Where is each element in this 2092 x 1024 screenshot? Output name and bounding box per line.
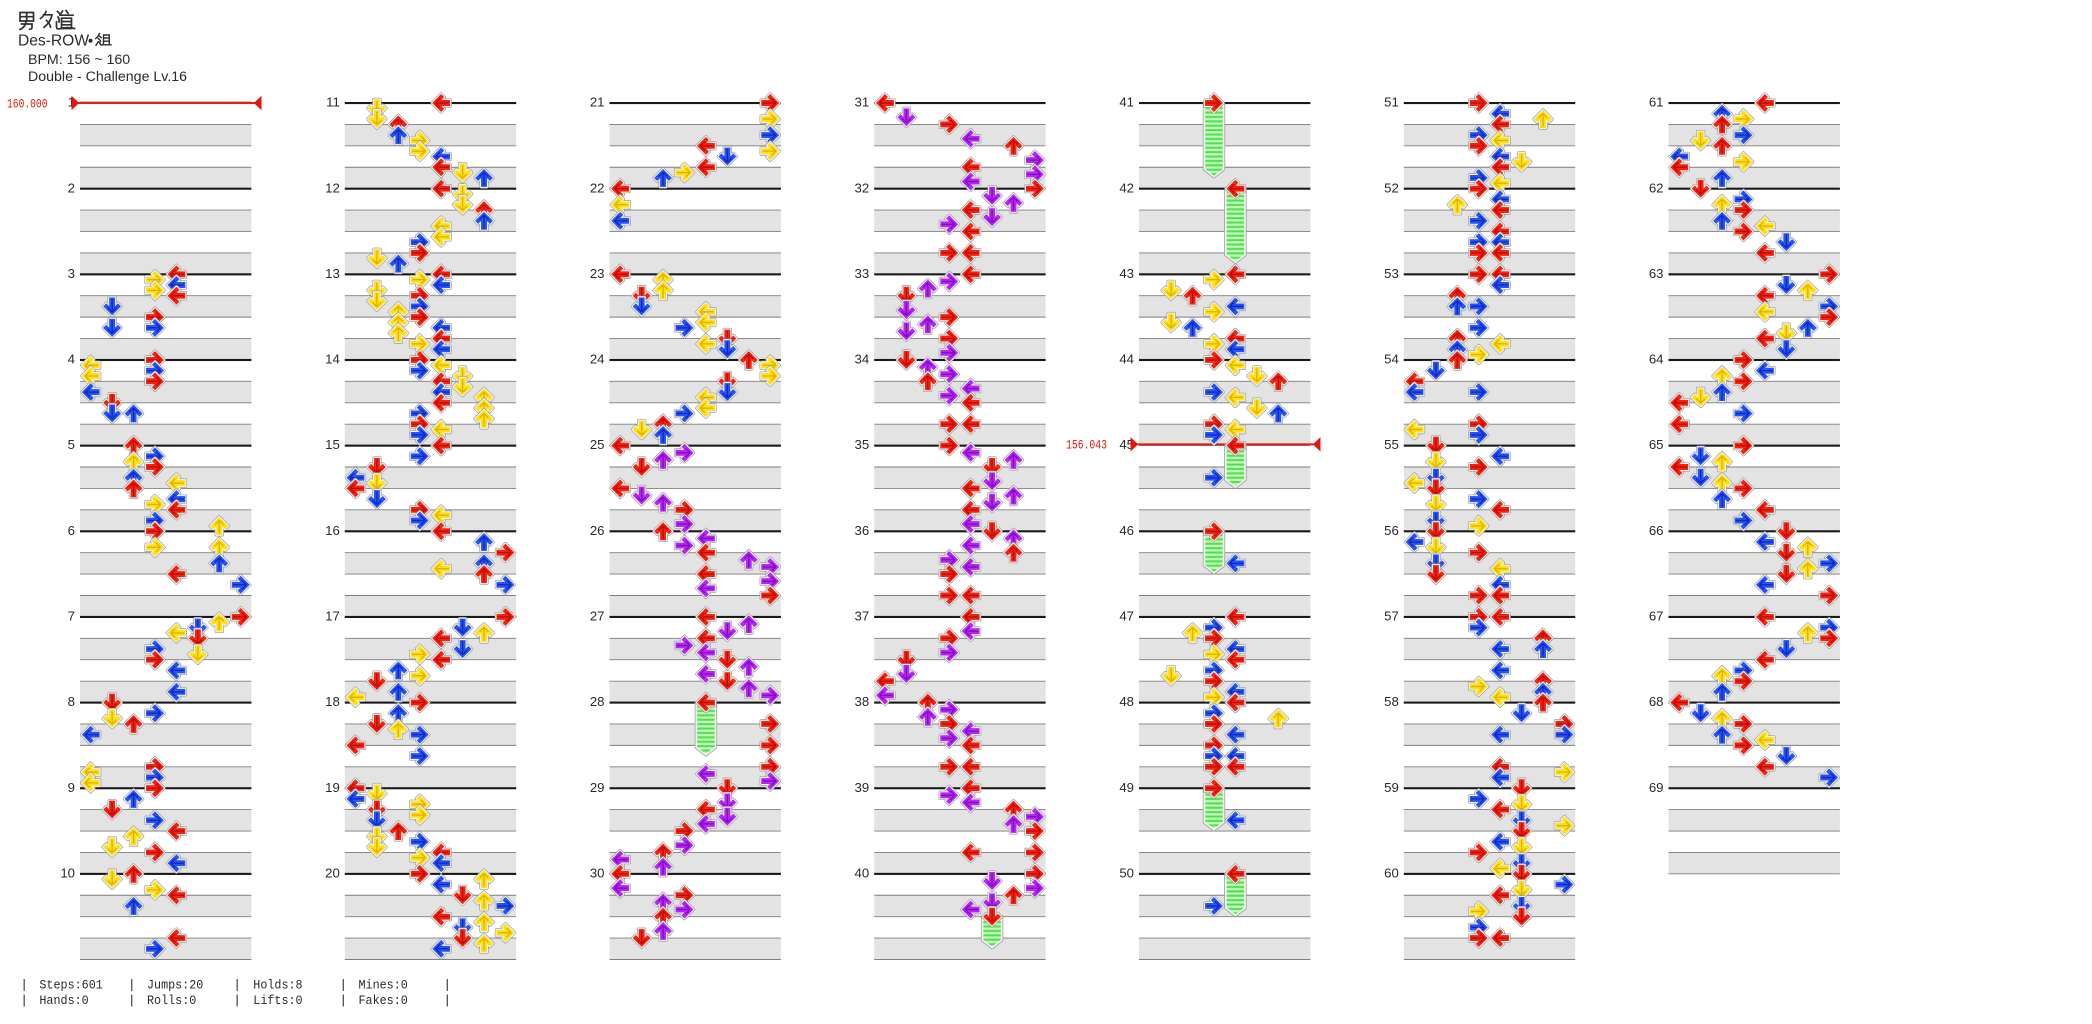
svg-text:53: 53 [1384,266,1399,281]
svg-text:50: 50 [1119,865,1134,880]
svg-text:51: 51 [1384,95,1399,110]
svg-text:3: 3 [68,266,75,281]
svg-text:|: | [233,993,241,1008]
svg-text:45: 45 [1119,437,1134,452]
svg-text:|: | [443,977,451,992]
svg-text:Lifts:0: Lifts:0 [253,993,302,1008]
svg-text:39: 39 [855,780,870,795]
svg-text:30: 30 [590,865,605,880]
svg-text:160.000: 160.000 [7,97,48,111]
svg-text:Hands:0: Hands:0 [39,993,88,1008]
svg-text:38: 38 [855,694,870,709]
svg-text:57: 57 [1384,609,1399,624]
svg-text:32: 32 [855,180,870,195]
svg-text:|: | [20,993,28,1008]
svg-text:29: 29 [590,780,605,795]
svg-text:Holds:8: Holds:8 [253,977,302,992]
svg-text:54: 54 [1384,352,1399,367]
svg-text:12: 12 [325,180,340,195]
svg-text:14: 14 [325,352,340,367]
svg-text:Steps:601: Steps:601 [39,977,103,992]
svg-text:20: 20 [325,865,340,880]
svg-text:56: 56 [1384,523,1399,538]
svg-text:Jumps:20: Jumps:20 [147,977,203,992]
svg-text:18: 18 [325,694,340,709]
svg-text:52: 52 [1384,180,1399,195]
svg-text:11: 11 [326,95,340,110]
svg-text:15: 15 [325,437,340,452]
svg-text:|: | [20,977,28,992]
svg-text:31: 31 [855,95,870,110]
svg-text:55: 55 [1384,437,1399,452]
svg-text:22: 22 [590,180,605,195]
svg-text:58: 58 [1384,694,1399,709]
svg-text:5: 5 [68,437,75,452]
svg-text:25: 25 [590,437,605,452]
svg-text:44: 44 [1119,352,1134,367]
svg-text:Double - Challenge Lv.16: Double - Challenge Lv.16 [28,69,187,85]
svg-text:BPM: 156 ~ 160: BPM: 156 ~ 160 [28,52,130,68]
svg-text:59: 59 [1384,780,1399,795]
svg-text:Mines:0: Mines:0 [359,977,408,992]
svg-text:64: 64 [1649,352,1664,367]
svg-text:63: 63 [1649,266,1664,281]
svg-text:19: 19 [325,780,340,795]
svg-text:36: 36 [855,523,870,538]
svg-text:2: 2 [68,180,75,195]
svg-text:46: 46 [1119,523,1134,538]
svg-text:47: 47 [1119,609,1134,624]
svg-text:7: 7 [68,609,75,624]
svg-text:24: 24 [590,352,605,367]
svg-text:28: 28 [590,694,605,709]
svg-text:|: | [443,993,451,1008]
svg-text:Fakes:0: Fakes:0 [359,993,408,1008]
svg-text:61: 61 [1649,95,1664,110]
svg-text:48: 48 [1119,694,1134,709]
svg-text:27: 27 [590,609,605,624]
svg-text:Rolls:0: Rolls:0 [147,993,196,1008]
svg-text:67: 67 [1649,609,1664,624]
svg-text:40: 40 [855,865,870,880]
svg-text:66: 66 [1649,523,1664,538]
svg-text:41: 41 [1119,95,1134,110]
svg-text:65: 65 [1649,437,1664,452]
svg-text:Des-ROW: Des-ROW [18,32,89,49]
svg-text:35: 35 [855,437,870,452]
svg-text:|: | [128,977,136,992]
svg-text:62: 62 [1649,180,1664,195]
svg-text:|: | [128,993,136,1008]
svg-text:68: 68 [1649,694,1664,709]
svg-text:49: 49 [1119,780,1134,795]
svg-text:33: 33 [855,266,870,281]
svg-text:26: 26 [590,523,605,538]
svg-text:17: 17 [325,609,340,624]
svg-text:60: 60 [1384,865,1399,880]
svg-text:1: 1 [68,95,75,110]
svg-text:6: 6 [68,523,75,538]
svg-text:4: 4 [68,352,75,367]
svg-text:69: 69 [1649,780,1664,795]
svg-text:|: | [339,993,347,1008]
svg-text:37: 37 [855,609,870,624]
svg-text:|: | [233,977,241,992]
svg-text:156.043: 156.043 [1066,439,1107,453]
svg-text:|: | [339,977,347,992]
svg-text:13: 13 [325,266,340,281]
svg-text:43: 43 [1119,266,1134,281]
svg-text:8: 8 [68,694,75,709]
svg-text:21: 21 [590,95,605,110]
svg-text:42: 42 [1119,180,1134,195]
svg-text:34: 34 [855,352,870,367]
svg-text:9: 9 [68,780,75,795]
svg-text:23: 23 [590,266,605,281]
svg-text:10: 10 [60,865,75,880]
svg-text:16: 16 [325,523,340,538]
